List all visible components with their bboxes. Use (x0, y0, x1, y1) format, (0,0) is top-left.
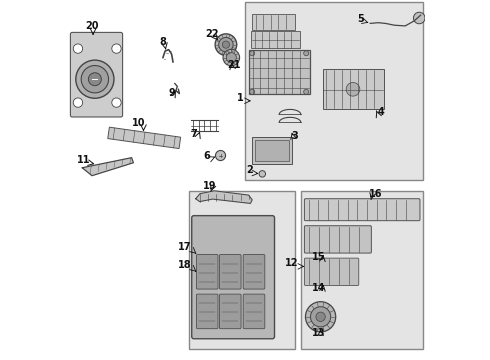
Text: 17: 17 (178, 242, 192, 252)
Circle shape (216, 150, 225, 161)
FancyBboxPatch shape (243, 255, 265, 289)
FancyBboxPatch shape (323, 69, 384, 109)
Text: 22: 22 (205, 30, 219, 40)
Polygon shape (108, 127, 181, 149)
Text: 8: 8 (159, 37, 167, 48)
FancyBboxPatch shape (301, 191, 423, 349)
FancyBboxPatch shape (192, 216, 274, 339)
FancyBboxPatch shape (243, 294, 265, 329)
Circle shape (222, 41, 229, 48)
Circle shape (346, 82, 360, 96)
Text: 19: 19 (203, 181, 217, 191)
Text: 14: 14 (313, 283, 326, 293)
FancyBboxPatch shape (245, 2, 423, 180)
Circle shape (250, 89, 255, 94)
FancyBboxPatch shape (249, 50, 310, 94)
Text: 9: 9 (168, 88, 175, 98)
Text: 12: 12 (285, 258, 298, 269)
FancyBboxPatch shape (304, 199, 420, 221)
Text: 13: 13 (313, 328, 326, 338)
Polygon shape (82, 158, 133, 176)
Circle shape (112, 44, 121, 53)
FancyBboxPatch shape (255, 140, 289, 161)
FancyBboxPatch shape (189, 191, 295, 349)
Text: 15: 15 (313, 252, 326, 262)
FancyBboxPatch shape (196, 255, 218, 289)
Circle shape (226, 53, 236, 63)
Circle shape (74, 98, 83, 107)
FancyBboxPatch shape (252, 137, 292, 164)
FancyBboxPatch shape (252, 14, 295, 30)
FancyBboxPatch shape (251, 31, 300, 48)
Circle shape (304, 51, 309, 56)
Circle shape (414, 12, 425, 24)
Circle shape (76, 60, 114, 98)
Circle shape (215, 34, 237, 55)
Text: 5: 5 (357, 14, 364, 24)
Circle shape (304, 89, 309, 94)
Circle shape (219, 37, 233, 52)
FancyBboxPatch shape (304, 258, 359, 285)
Text: 11: 11 (77, 155, 91, 165)
FancyBboxPatch shape (220, 294, 241, 329)
Text: 1: 1 (237, 93, 244, 103)
Text: 21: 21 (227, 60, 241, 70)
Circle shape (305, 302, 336, 332)
FancyBboxPatch shape (220, 255, 241, 289)
Polygon shape (196, 191, 252, 203)
Text: 16: 16 (368, 189, 382, 199)
Text: 2: 2 (246, 165, 253, 175)
Circle shape (74, 44, 83, 53)
Circle shape (316, 312, 325, 321)
Circle shape (250, 51, 255, 56)
Text: 18: 18 (178, 260, 192, 270)
Text: 20: 20 (85, 21, 99, 31)
FancyBboxPatch shape (196, 294, 218, 329)
Circle shape (311, 307, 331, 327)
Circle shape (259, 171, 266, 177)
Text: 7: 7 (191, 129, 197, 139)
Circle shape (223, 49, 240, 66)
FancyBboxPatch shape (71, 32, 122, 117)
Text: 6: 6 (203, 151, 210, 161)
Text: 10: 10 (132, 118, 146, 128)
Text: 3: 3 (291, 131, 298, 141)
Circle shape (88, 73, 101, 86)
Circle shape (112, 98, 121, 107)
Text: 4: 4 (378, 107, 385, 117)
FancyBboxPatch shape (304, 226, 371, 253)
Circle shape (81, 66, 109, 93)
